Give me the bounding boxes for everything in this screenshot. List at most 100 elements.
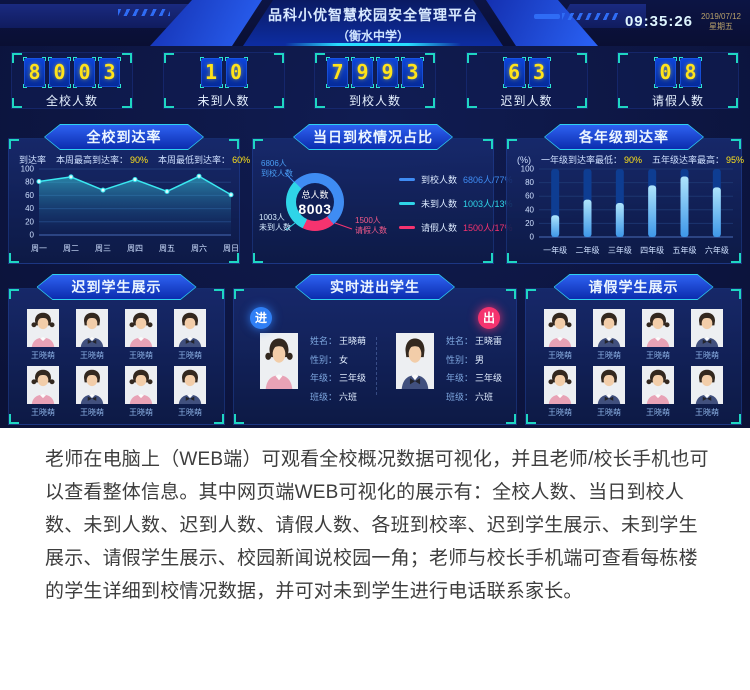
panel-title-badge: 请假学生展示 (553, 274, 714, 300)
info-value: 三年级 (475, 373, 503, 383)
stat-label: 未到人数 (197, 94, 250, 108)
student-photo (260, 333, 298, 389)
clock: 09:35:26 (624, 13, 693, 30)
stat-digit: 3 (98, 57, 121, 88)
chart-annotation: 本周最高到达率： 90% (56, 153, 148, 166)
stat-label: 请假人数 (651, 94, 704, 108)
info-row: 年级： 三年级 (310, 371, 366, 384)
student-name: 王晓萌 (597, 351, 621, 360)
legend-label: 到校人数 (421, 174, 458, 185)
student-card: 王晓萌 (119, 366, 163, 418)
y-axis-title: 到达率 (19, 155, 47, 165)
donut-legend: 到校人数 6806人/77% 未到人数 1003人/13% 请假人数 1500人/17% (399, 167, 513, 239)
panel-title: 迟到学生展示 (37, 275, 196, 299)
stat-digit: 0 (224, 57, 248, 88)
info-label: 班级： (446, 391, 474, 402)
chart-annotation: 五年级达率最高： 95% (652, 153, 744, 166)
svg-text:0: 0 (30, 231, 35, 240)
info-value: 王晓雷 (475, 336, 503, 346)
student-photo (125, 309, 157, 347)
chart-annotations: 本周最高到达率： 90% 本周最低到达率： 60% (46, 153, 250, 166)
donut-callout: 1003人 未到人数 (259, 213, 291, 233)
student-avatar-icon (593, 309, 625, 347)
panel-title: 请假学生展示 (554, 275, 713, 299)
info-label: 年级： (446, 373, 474, 383)
panel-title-badge: 当日到校情况占比 (293, 124, 453, 150)
student-photo (76, 309, 108, 347)
student-avatar-icon (125, 366, 157, 404)
student-avatar-icon (642, 366, 674, 404)
slash-decoration (118, 9, 170, 16)
annotation-value: 90% (624, 155, 643, 165)
stat-digit: 3 (527, 57, 551, 88)
annotation-value: 95% (726, 155, 745, 165)
student-info: 姓名： 王晓萌性别：女年级： 三年级 班级： 六班 (310, 333, 366, 408)
weekday: 星期五 (709, 22, 733, 31)
student-name: 王晓萌 (80, 408, 104, 417)
svg-text:80: 80 (25, 178, 34, 187)
student-photo (396, 333, 434, 389)
student-avatar-icon (76, 366, 108, 404)
student-photo (27, 366, 59, 404)
student-photo (76, 366, 108, 404)
svg-text:周三: 周三 (95, 244, 111, 253)
student-name: 王晓萌 (548, 351, 572, 360)
svg-text:周四: 周四 (127, 244, 143, 253)
title-banner-shape (243, 0, 503, 46)
student-name: 王晓萌 (548, 408, 572, 417)
info-row: 性别：女 (310, 353, 366, 366)
info-value: 六班 (339, 391, 358, 402)
panel-title-badge: 全校到达率 (44, 124, 204, 150)
panel-realtime-inout: 实时进出学生 进 出 姓名： 王晓萌 性别：女年级： 三年级 班级： 六班 姓名： 王晓雷性… (233, 274, 517, 425)
stat-digit: 0 (654, 57, 677, 88)
svg-text:四年级: 四年级 (640, 245, 664, 255)
student-name: 王晓萌 (178, 351, 202, 360)
svg-text:二年级: 二年级 (576, 245, 600, 255)
student-photo (174, 366, 206, 404)
stat-label: 到校人数 (348, 94, 401, 108)
platform-title-block: 品科小优智慧校园安全管理平台 （衡水中学） (243, 0, 503, 46)
student-avatar-icon (174, 366, 206, 404)
student-avatar-icon (544, 366, 576, 404)
student-avatar-icon (396, 333, 434, 389)
stat-digit: 9 (351, 57, 374, 88)
callout-name: 未到人数 (259, 223, 291, 232)
student-name: 王晓萌 (695, 408, 719, 417)
student-avatar-icon (76, 309, 108, 347)
student-avatar-icon (260, 333, 298, 389)
student-photo (642, 366, 674, 404)
info-label: 班级： (310, 391, 338, 402)
svg-text:周日: 周日 (223, 244, 239, 253)
legend-label: 未到人数 (421, 198, 458, 209)
svg-text:周二: 周二 (63, 244, 79, 253)
stats-row: 8 0 0 3 全校人数 1 0 未到人数 7 9 9 3 到校人数 6 3 迟到人数 0 8 请假人数 (0, 52, 750, 109)
info-value: 男 (475, 354, 485, 365)
student-card: 王晓萌 (685, 309, 729, 361)
legend-item: 未到人数 1003人/13% (399, 191, 513, 215)
stat-digit: 0 (48, 57, 71, 88)
student-avatar-icon (27, 309, 59, 347)
leave-students-grid: 王晓萌 王晓萌 王晓萌 王晓萌 王晓萌 王晓萌 王晓萌 王晓萌 (526, 289, 741, 423)
stat-label: 迟到人数 (500, 94, 553, 108)
donut-center-label: 总人数 (301, 189, 329, 200)
student-photo (691, 366, 723, 404)
stat-digit: 8 (679, 57, 702, 88)
stat-card: 8 0 0 3 全校人数 (11, 52, 133, 109)
info-value: 六班 (475, 391, 494, 402)
svg-text:三年级: 三年级 (608, 245, 632, 255)
stat-card: 1 0 未到人数 (162, 52, 285, 109)
svg-text:20: 20 (525, 219, 534, 228)
student-name: 王晓萌 (31, 408, 55, 417)
bar-decoration (534, 14, 560, 19)
student-name: 王晓萌 (646, 351, 670, 360)
panel-today-attendance-share: 当日到校情况占比 总人数 8003 6806人 到校人数 1003人 未到人数 1500… (252, 124, 513, 264)
info-row: 性别：男 (446, 353, 502, 366)
legend-item: 到校人数 6806人/77% (399, 167, 513, 191)
info-value: 王晓萌 (339, 336, 367, 346)
annotation-value: 90% (130, 155, 149, 165)
info-label: 姓名： (446, 336, 474, 346)
student-avatar-icon (27, 366, 59, 404)
info-label: 姓名： (310, 336, 338, 346)
